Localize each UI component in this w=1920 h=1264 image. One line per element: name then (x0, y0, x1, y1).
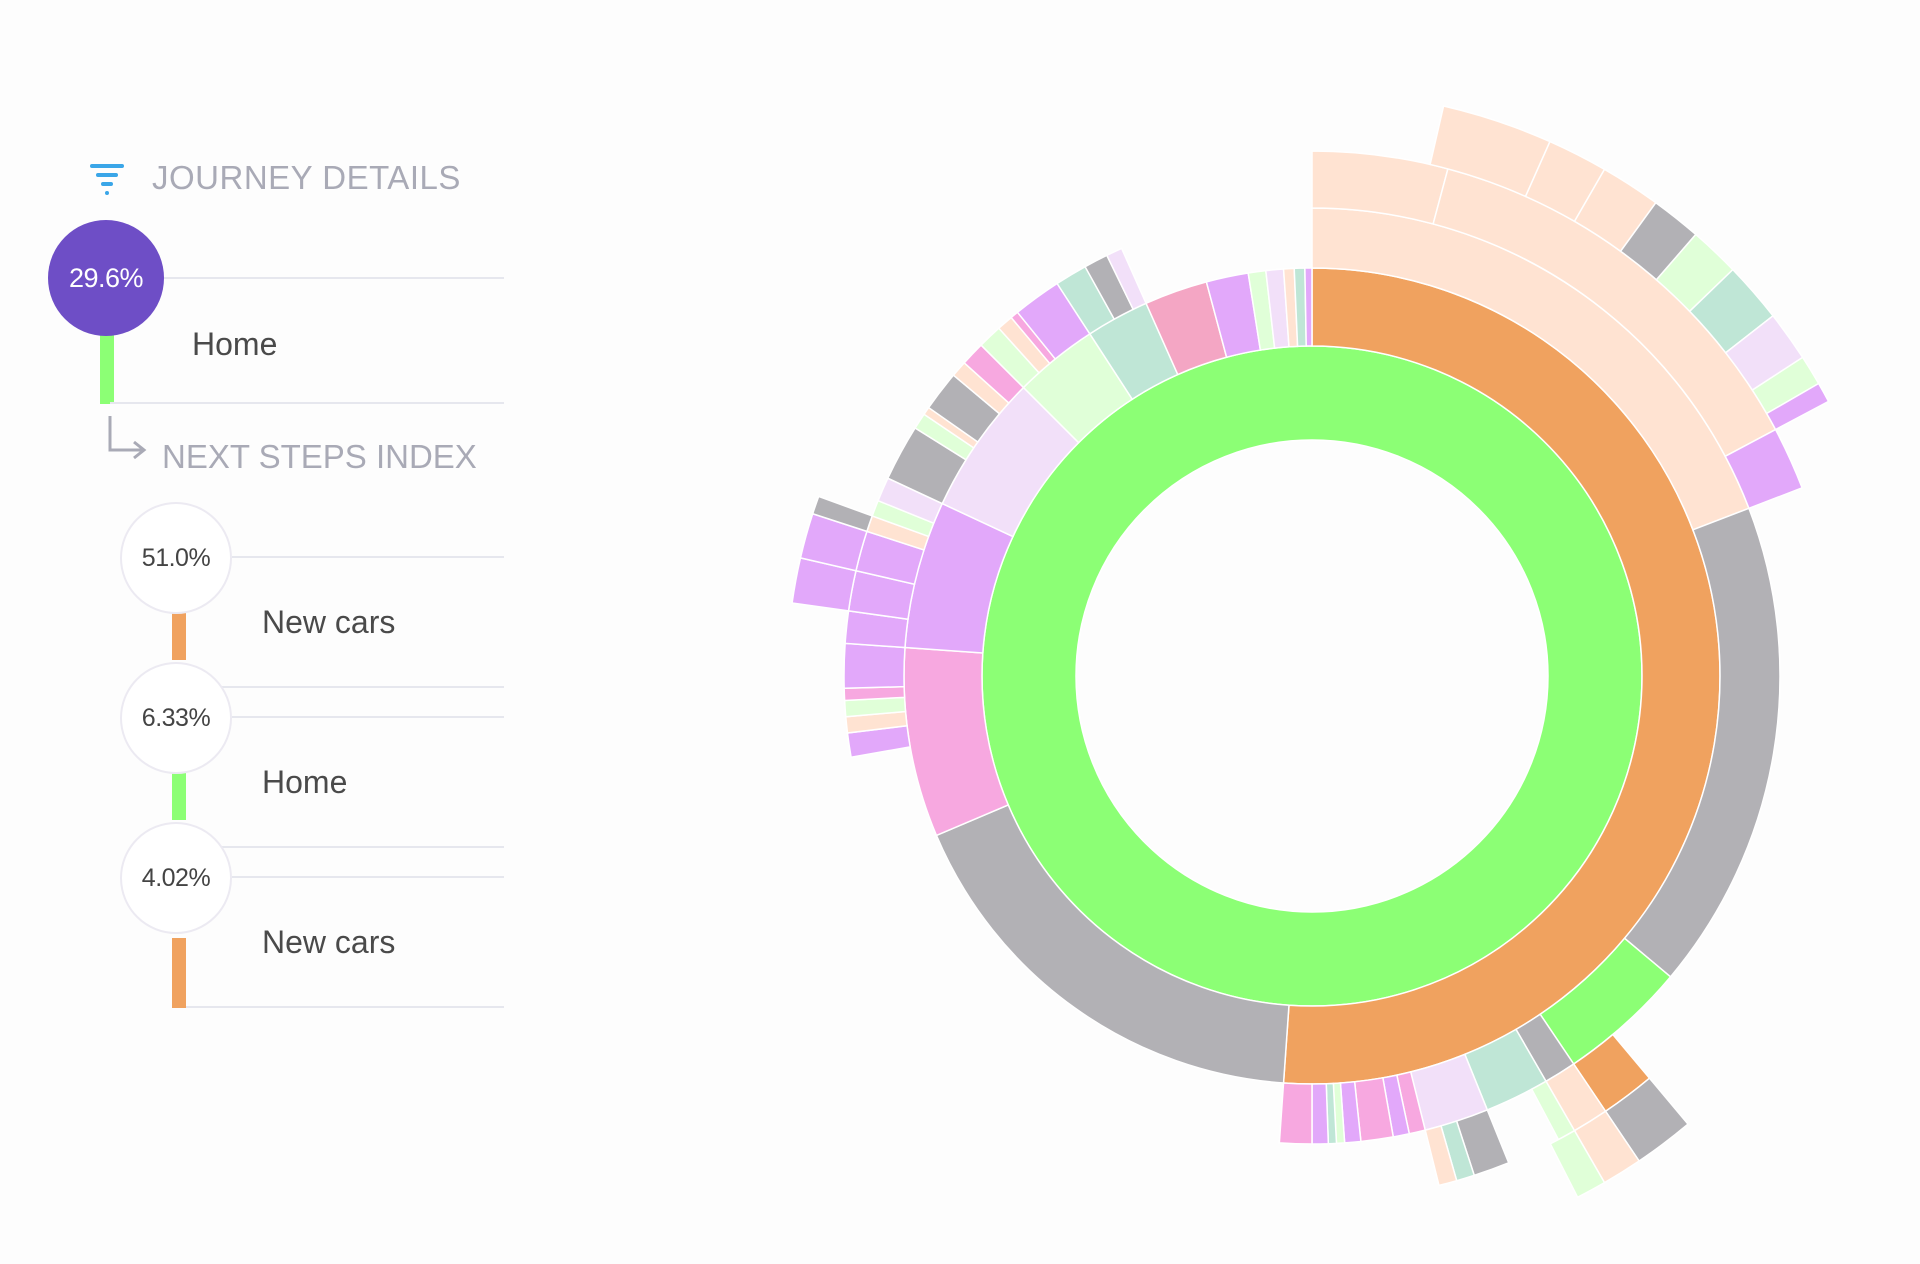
divider (232, 556, 504, 558)
next-steps-title: NEXT STEPS INDEX (162, 438, 477, 475)
sunburst-segment-level-4[interactable] (1724, 428, 1804, 510)
step-label: New cars (262, 924, 396, 960)
divider (186, 846, 504, 848)
step-bar (172, 772, 186, 820)
sunburst-segment-level-2[interactable] (1304, 267, 1313, 347)
step-percent[interactable]: 6.33% (120, 662, 232, 774)
divider (186, 686, 504, 688)
sunburst-segment-level-1[interactable] (981, 345, 1643, 1007)
journey-details-title: JOURNEY DETAILS (152, 159, 461, 196)
current-node-percent[interactable]: 29.6% (48, 220, 164, 336)
filter-icon (90, 164, 124, 195)
current-node-label: Home (192, 326, 278, 362)
step-label: New cars (262, 604, 396, 640)
divider (110, 402, 504, 404)
return-arrow-icon (108, 416, 147, 460)
journey-details-panel: JOURNEY DETAILS 29.6% Home NEXT STEPS IN… (0, 0, 520, 1264)
divider (164, 277, 504, 279)
step-bar (172, 938, 186, 1008)
current-node-bar (100, 332, 114, 404)
sunburst-segment-level-4[interactable] (1424, 1124, 1458, 1187)
step-percent[interactable]: 51.0% (120, 502, 232, 614)
sunburst-segment-level-5[interactable] (1549, 1129, 1606, 1199)
sunburst-segment-level-3[interactable] (1311, 1082, 1330, 1145)
sunburst-segment-level-4[interactable] (811, 495, 874, 533)
step-percent[interactable]: 4.02% (120, 822, 232, 934)
sunburst-segment-level-3[interactable] (1278, 1082, 1313, 1145)
divider (232, 716, 504, 718)
step-label: Home (262, 764, 348, 800)
sunburst-segment-level-5[interactable] (1765, 382, 1830, 431)
divider (232, 876, 504, 878)
divider (186, 1006, 504, 1008)
step-bar (172, 612, 186, 660)
journey-details-header[interactable]: JOURNEY DETAILS (88, 158, 461, 198)
sunburst-segment-level-3[interactable] (1105, 247, 1148, 311)
sunburst-segment-level-3[interactable] (843, 642, 906, 690)
